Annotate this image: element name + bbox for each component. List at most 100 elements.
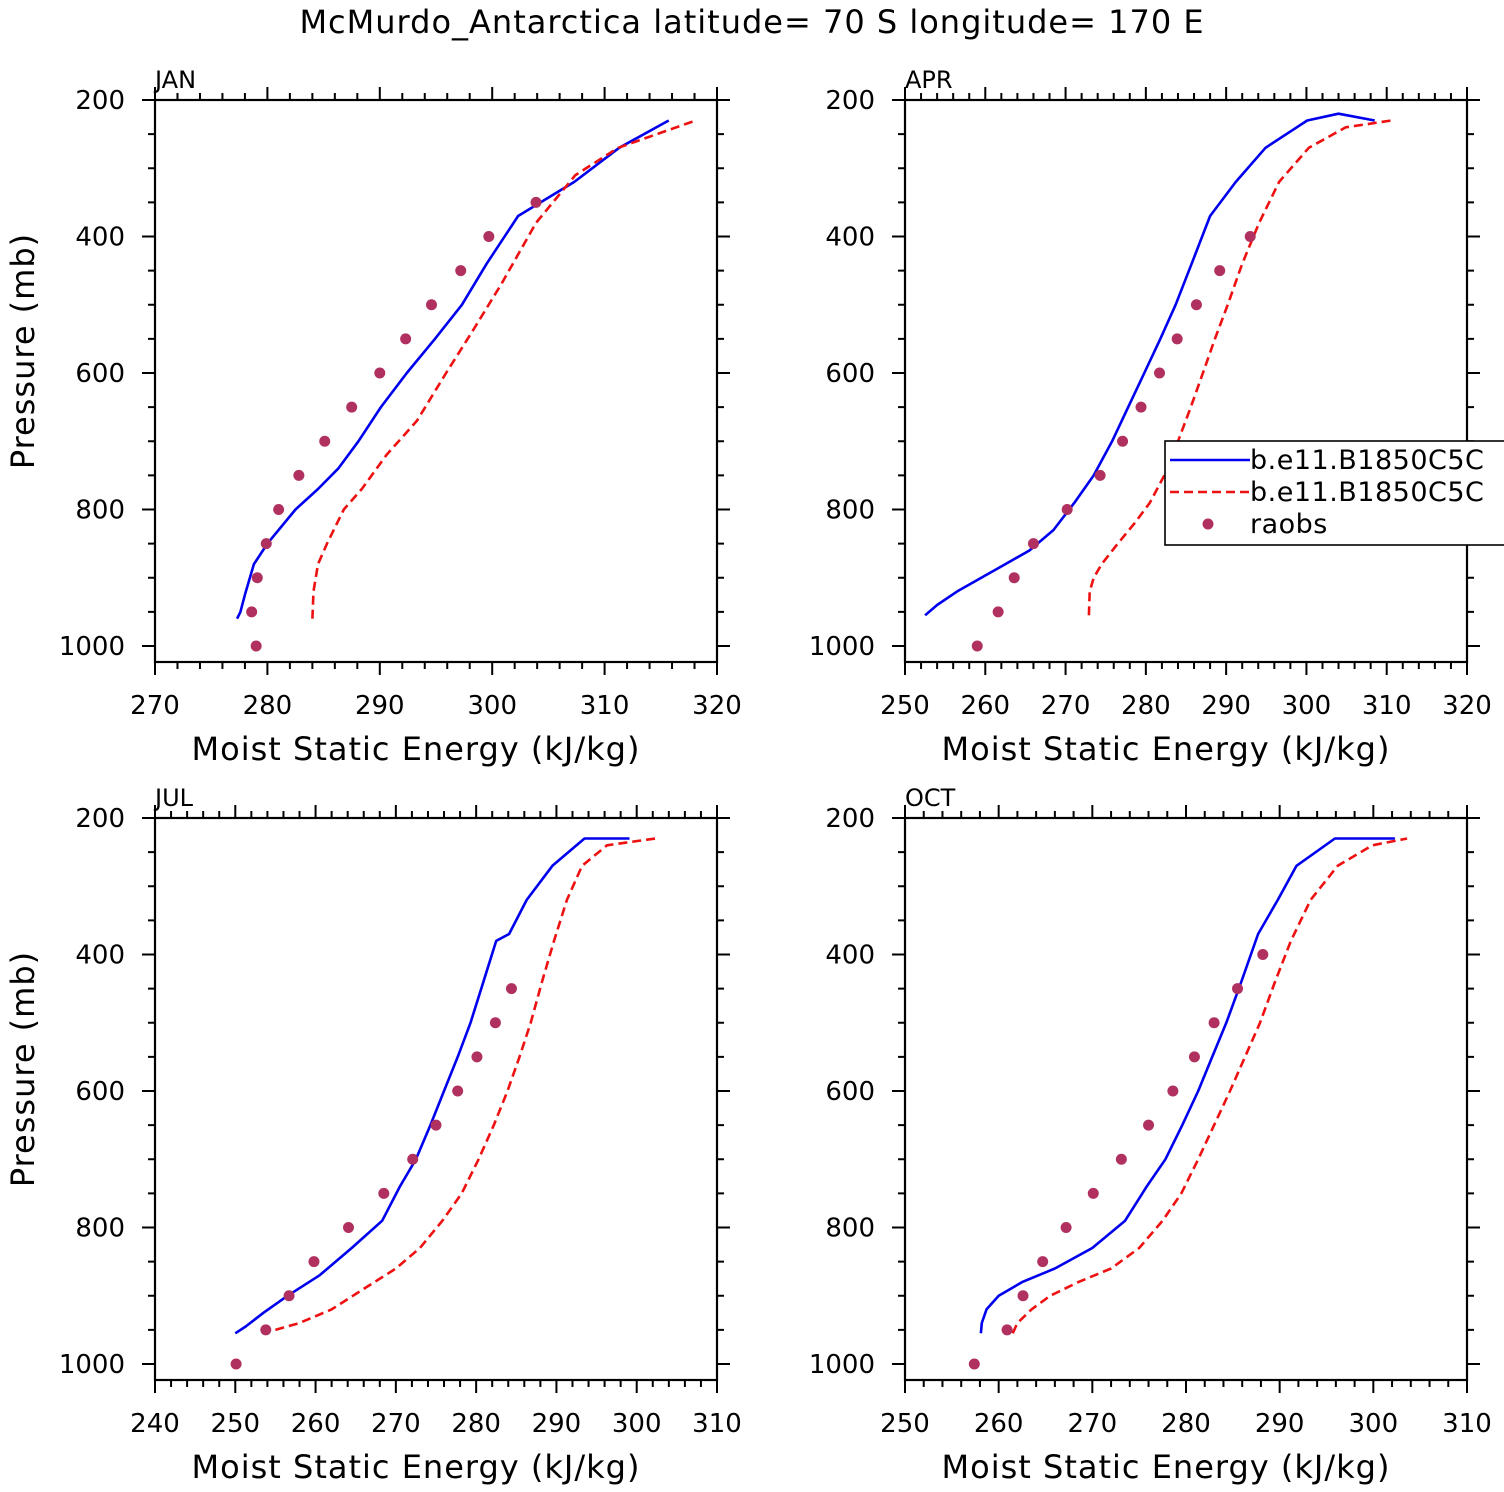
x-tick-label: 310 xyxy=(692,1409,742,1439)
panel-oct: OCT 250 260 270 280 290 300 310 200 400 600 800 1000… xyxy=(809,784,1492,1486)
legend-label: b.e11.B1850C5C xyxy=(1250,445,1484,476)
raobs-point xyxy=(1154,367,1166,379)
series-line-dashed xyxy=(1087,119,1392,616)
y-tick-label: 600 xyxy=(75,359,125,389)
series-line-solid xyxy=(924,112,1375,617)
raobs-point xyxy=(505,983,517,995)
raobs-point xyxy=(1167,1085,1179,1097)
plot-frame xyxy=(903,816,1469,1382)
x-tick-label: 270 xyxy=(130,691,180,721)
y-tick-label: 400 xyxy=(75,941,125,971)
x-tick-label: 250 xyxy=(880,1409,930,1439)
raobs-point xyxy=(1008,572,1020,584)
y-axis-label: Pressure (mb) xyxy=(4,233,42,469)
series-line-solid xyxy=(235,119,670,620)
legend-box xyxy=(1164,440,1504,546)
plot-frame xyxy=(153,816,719,1382)
series-line-solid xyxy=(234,837,630,1335)
raobs-point xyxy=(1171,333,1183,345)
raobs-point xyxy=(230,1358,242,1370)
series-line-dashed xyxy=(311,119,697,619)
plot-frame xyxy=(153,98,719,664)
raobs-point xyxy=(455,265,467,277)
x-tick-label: 310 xyxy=(1442,1409,1492,1439)
raobs-point xyxy=(246,606,258,618)
x-tick-label: 300 xyxy=(1282,691,1332,721)
x-tick-label: 260 xyxy=(960,691,1010,721)
x-tick-label: 240 xyxy=(130,1409,180,1439)
x-tick-label: 280 xyxy=(1161,1409,1211,1439)
y-tick-label: 600 xyxy=(75,1077,125,1107)
raobs-point xyxy=(374,367,386,379)
y-tick-label: 600 xyxy=(825,359,875,389)
y-tick-label: 400 xyxy=(825,223,875,253)
legend-label: b.e11.B1850C5C xyxy=(1250,477,1484,508)
raobs-point xyxy=(530,196,542,208)
y-tick-label: 600 xyxy=(825,1077,875,1107)
panel-title: JAN xyxy=(153,66,196,94)
raobs-point xyxy=(1143,1119,1155,1131)
legend-marker xyxy=(1202,518,1214,530)
raobs-point xyxy=(483,231,495,242)
x-tick-label: 290 xyxy=(355,691,405,721)
raobs-point xyxy=(293,469,305,481)
raobs-point xyxy=(407,1153,419,1165)
y-tick-label: 200 xyxy=(825,86,875,116)
y-tick-label: 200 xyxy=(75,86,125,116)
raobs-point xyxy=(308,1256,320,1268)
raobs-point xyxy=(1017,1290,1029,1302)
x-tick-label: 270 xyxy=(371,1409,421,1439)
series-line-dashed xyxy=(275,837,656,1332)
x-tick-label: 270 xyxy=(1041,691,1091,721)
y-tick-label: 800 xyxy=(825,496,875,526)
raobs-point xyxy=(342,1222,354,1233)
panel-title: JUL xyxy=(153,784,194,812)
panel-jul: JUL 240 250 260 270 280 290 300 310 200 400 600 800 1… xyxy=(4,784,742,1486)
legend-label: raobs xyxy=(1250,509,1328,540)
raobs-point xyxy=(273,504,285,515)
x-tick-label: 290 xyxy=(1201,691,1251,721)
raobs-point xyxy=(1060,1222,1072,1233)
raobs-point xyxy=(992,606,1004,618)
raobs-point xyxy=(319,435,331,447)
raobs-point xyxy=(1037,1256,1049,1268)
x-axis-label: Moist Static Energy (kJ/kg) xyxy=(192,1448,641,1486)
y-tick-label: 200 xyxy=(825,804,875,834)
raobs-point xyxy=(1094,469,1106,481)
y-axis-label: Pressure (mb) xyxy=(4,951,42,1187)
x-tick-label: 250 xyxy=(210,1409,260,1439)
x-tick-label: 260 xyxy=(974,1409,1024,1439)
panel-title: OCT xyxy=(905,784,956,812)
raobs-point xyxy=(430,1119,442,1131)
x-tick-label: 300 xyxy=(612,1409,662,1439)
raobs-point xyxy=(471,1051,483,1063)
plot-frame xyxy=(903,98,1469,664)
raobs-point xyxy=(346,401,358,413)
y-tick-label: 1000 xyxy=(809,1350,875,1380)
y-tick-label: 1000 xyxy=(59,1350,125,1380)
x-tick-label: 300 xyxy=(467,691,517,721)
raobs-point xyxy=(260,1324,272,1336)
raobs-point xyxy=(1027,538,1039,550)
raobs-point xyxy=(283,1290,295,1302)
x-tick-label: 290 xyxy=(1255,1409,1305,1439)
raobs-point xyxy=(1135,401,1147,413)
x-tick-label: 250 xyxy=(880,691,930,721)
x-tick-label: 310 xyxy=(1362,691,1412,721)
x-tick-label: 260 xyxy=(291,1409,341,1439)
raobs-point xyxy=(1214,265,1226,277)
x-axis-label: Moist Static Energy (kJ/kg) xyxy=(942,730,1391,768)
raobs-point xyxy=(1244,231,1256,242)
y-tick-label: 800 xyxy=(825,1214,875,1244)
x-tick-label: 290 xyxy=(532,1409,582,1439)
y-tick-label: 400 xyxy=(75,223,125,253)
y-tick-label: 400 xyxy=(825,941,875,971)
raobs-point xyxy=(251,572,263,584)
raobs-point xyxy=(400,333,412,345)
raobs-point xyxy=(968,1358,980,1370)
raobs-point xyxy=(1232,983,1244,995)
panel-title: APR xyxy=(905,66,953,94)
raobs-point xyxy=(1190,299,1202,311)
